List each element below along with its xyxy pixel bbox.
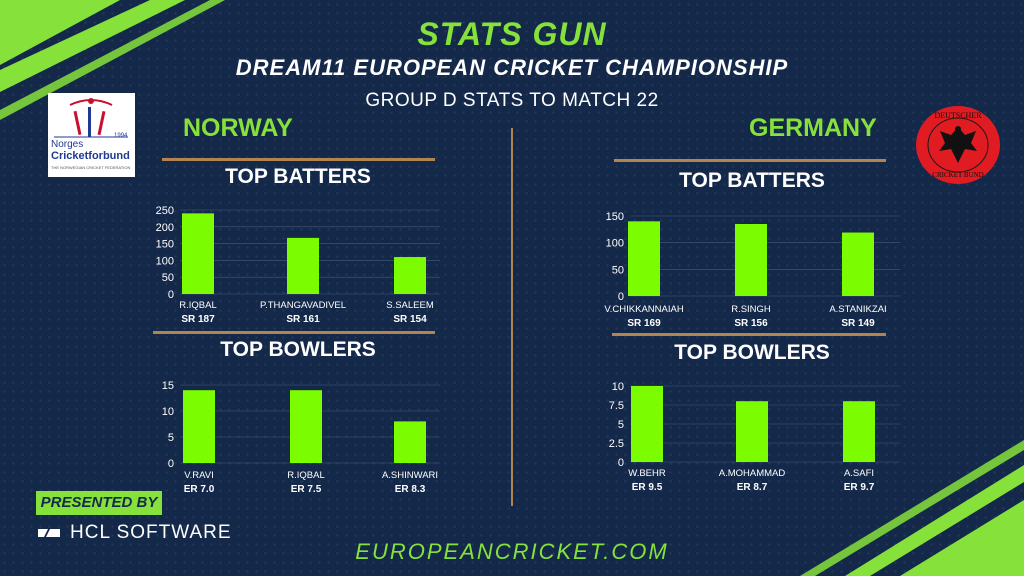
category-sublabel: ER 8.7 [737, 482, 768, 493]
norway-batters-title: TOP BATTERS [225, 165, 371, 188]
norway-logo-text-top: Norges [51, 139, 84, 150]
team-name-norway: NORWAY [183, 114, 293, 142]
y-tick-label: 0 [618, 457, 624, 469]
category-label: V.CHIKKANNAIAH [604, 304, 684, 315]
y-tick-label: 100 [606, 238, 624, 250]
stripe-bottom-right-3 [800, 440, 1024, 576]
sponsor-name: HCL SOFTWARE [36, 522, 232, 544]
norway-header-rule [162, 158, 435, 161]
category-sublabel: ER 9.7 [844, 482, 875, 493]
category-sublabel: SR 161 [286, 314, 320, 325]
category-label: W.BEHR [628, 468, 666, 479]
germany-header-rule [614, 159, 886, 162]
stripe-bottom-right-2 [845, 465, 1024, 576]
y-tick-label: 100 [156, 255, 174, 267]
y-tick-label: 0 [168, 458, 174, 470]
sponsor-name-text: HCL SOFTWARE [70, 522, 232, 543]
y-tick-label: 200 [156, 222, 174, 234]
germany-bowlers-title: TOP BOWLERS [674, 341, 830, 364]
y-tick-label: 0 [168, 289, 174, 301]
page-subtitle: GROUP D STATS TO MATCH 22 [365, 90, 659, 111]
category-sublabel: SR 169 [627, 318, 661, 329]
bar [290, 390, 322, 463]
y-tick-label: 5 [618, 419, 624, 431]
germany-logo-text-bottom: CRICKET BUND [932, 171, 984, 179]
germany-middle-rule [612, 333, 886, 336]
category-label: R.IQBAL [287, 470, 325, 481]
norway-logo-year: 1994 [114, 133, 128, 139]
stripe-bottom-right-1 [900, 500, 1024, 576]
bar [842, 232, 874, 296]
category-sublabel: ER 8.3 [395, 484, 426, 495]
category-label: P.THANGAVADIVEL [260, 300, 346, 311]
category-sublabel: ER 9.5 [632, 482, 663, 493]
bar [843, 401, 875, 462]
category-label: S.SALEEM [386, 300, 434, 311]
center-divider [511, 128, 513, 506]
y-tick-label: 50 [162, 272, 174, 284]
stripe-top-left-2 [0, 0, 185, 92]
y-tick-label: 5 [168, 432, 174, 444]
presented-by-badge: PRESENTED BY [36, 491, 162, 515]
norway-logo-graphic [54, 98, 128, 138]
category-label: A.SAFI [844, 468, 874, 479]
category-sublabel: SR 154 [393, 314, 427, 325]
norway-logo-text-main: Cricketforbund [51, 150, 130, 162]
chart-norway-bowlers: 0 5 10 15 V.RAVI ER 7.0 R.IQBAL ER 7.5 A.SHINWAR… [162, 380, 440, 495]
category-label: A.STANIKZAI [829, 304, 886, 315]
championship-title: DREAM11 EUROPEAN CRICKET CHAMPIONSHIP [235, 55, 789, 80]
bar [182, 213, 214, 294]
bar [394, 421, 426, 463]
bar [628, 221, 660, 296]
germany-logo-text-top: DEUTSCHER [934, 111, 982, 120]
norway-logo: 1994 Norges Cricketforbund THE NORWEGIAN… [48, 93, 135, 177]
category-label: R.IQBAL [179, 300, 217, 311]
y-tick-label: 15 [162, 380, 174, 392]
website-link[interactable]: EUROPEANCRICKET.COM [355, 539, 669, 564]
chart-germany-batters: 0 50 100 150 V.CHIKKANNAIAH SR 169 R.SINGH SR 1… [604, 211, 900, 329]
category-label: V.RAVI [184, 470, 214, 481]
category-sublabel: SR 149 [841, 318, 875, 329]
category-sublabel: SR 187 [181, 314, 215, 325]
y-tick-label: 10 [162, 406, 174, 418]
chart-norway-batters: 0 50 100 150 200 250 R.IQBAL SR 187 P.THANGAVADI… [156, 205, 440, 325]
category-sublabel: ER 7.0 [184, 484, 215, 495]
bar [183, 390, 215, 463]
hcl-logo-icon [38, 528, 60, 537]
stripe-top-left-3 [0, 0, 225, 120]
y-tick-label: 7.5 [609, 400, 624, 412]
team-name-germany: GERMANY [749, 114, 877, 142]
norway-logo-text-small: THE NORWEGIAN CRICKET FEDERATION [51, 165, 131, 170]
norway-bowlers-title: TOP BOWLERS [220, 338, 376, 361]
y-tick-label: 250 [156, 205, 174, 217]
y-tick-label: 0 [618, 291, 624, 303]
y-tick-label: 150 [606, 211, 624, 223]
category-label: R.SINGH [731, 304, 771, 315]
category-label: A.MOHAMMAD [719, 468, 786, 479]
bar [287, 237, 319, 294]
y-tick-label: 2.5 [609, 438, 624, 450]
y-tick-label: 50 [612, 264, 624, 276]
bar [735, 224, 767, 296]
chart-germany-bowlers: 0 2.5 5 7.5 10 W.BEHR ER 9.5 A.MOHAMMAD ER 8.7 A.… [609, 381, 900, 493]
category-sublabel: ER 7.5 [291, 484, 322, 495]
bar [394, 257, 426, 294]
category-label: A.SHINWARI [382, 470, 438, 481]
germany-logo-graphic [916, 106, 1000, 184]
stripe-top-left-1 [0, 0, 120, 65]
bar [631, 386, 663, 462]
germany-batters-title: TOP BATTERS [679, 169, 825, 192]
y-tick-label: 150 [156, 239, 174, 251]
bar [736, 401, 768, 462]
y-tick-label: 10 [612, 381, 624, 393]
norway-middle-rule [153, 331, 435, 334]
category-sublabel: SR 156 [734, 318, 768, 329]
germany-logo: DEUTSCHER CRICKET BUND [915, 105, 1001, 185]
brand-title: STATS GUN [417, 16, 607, 52]
